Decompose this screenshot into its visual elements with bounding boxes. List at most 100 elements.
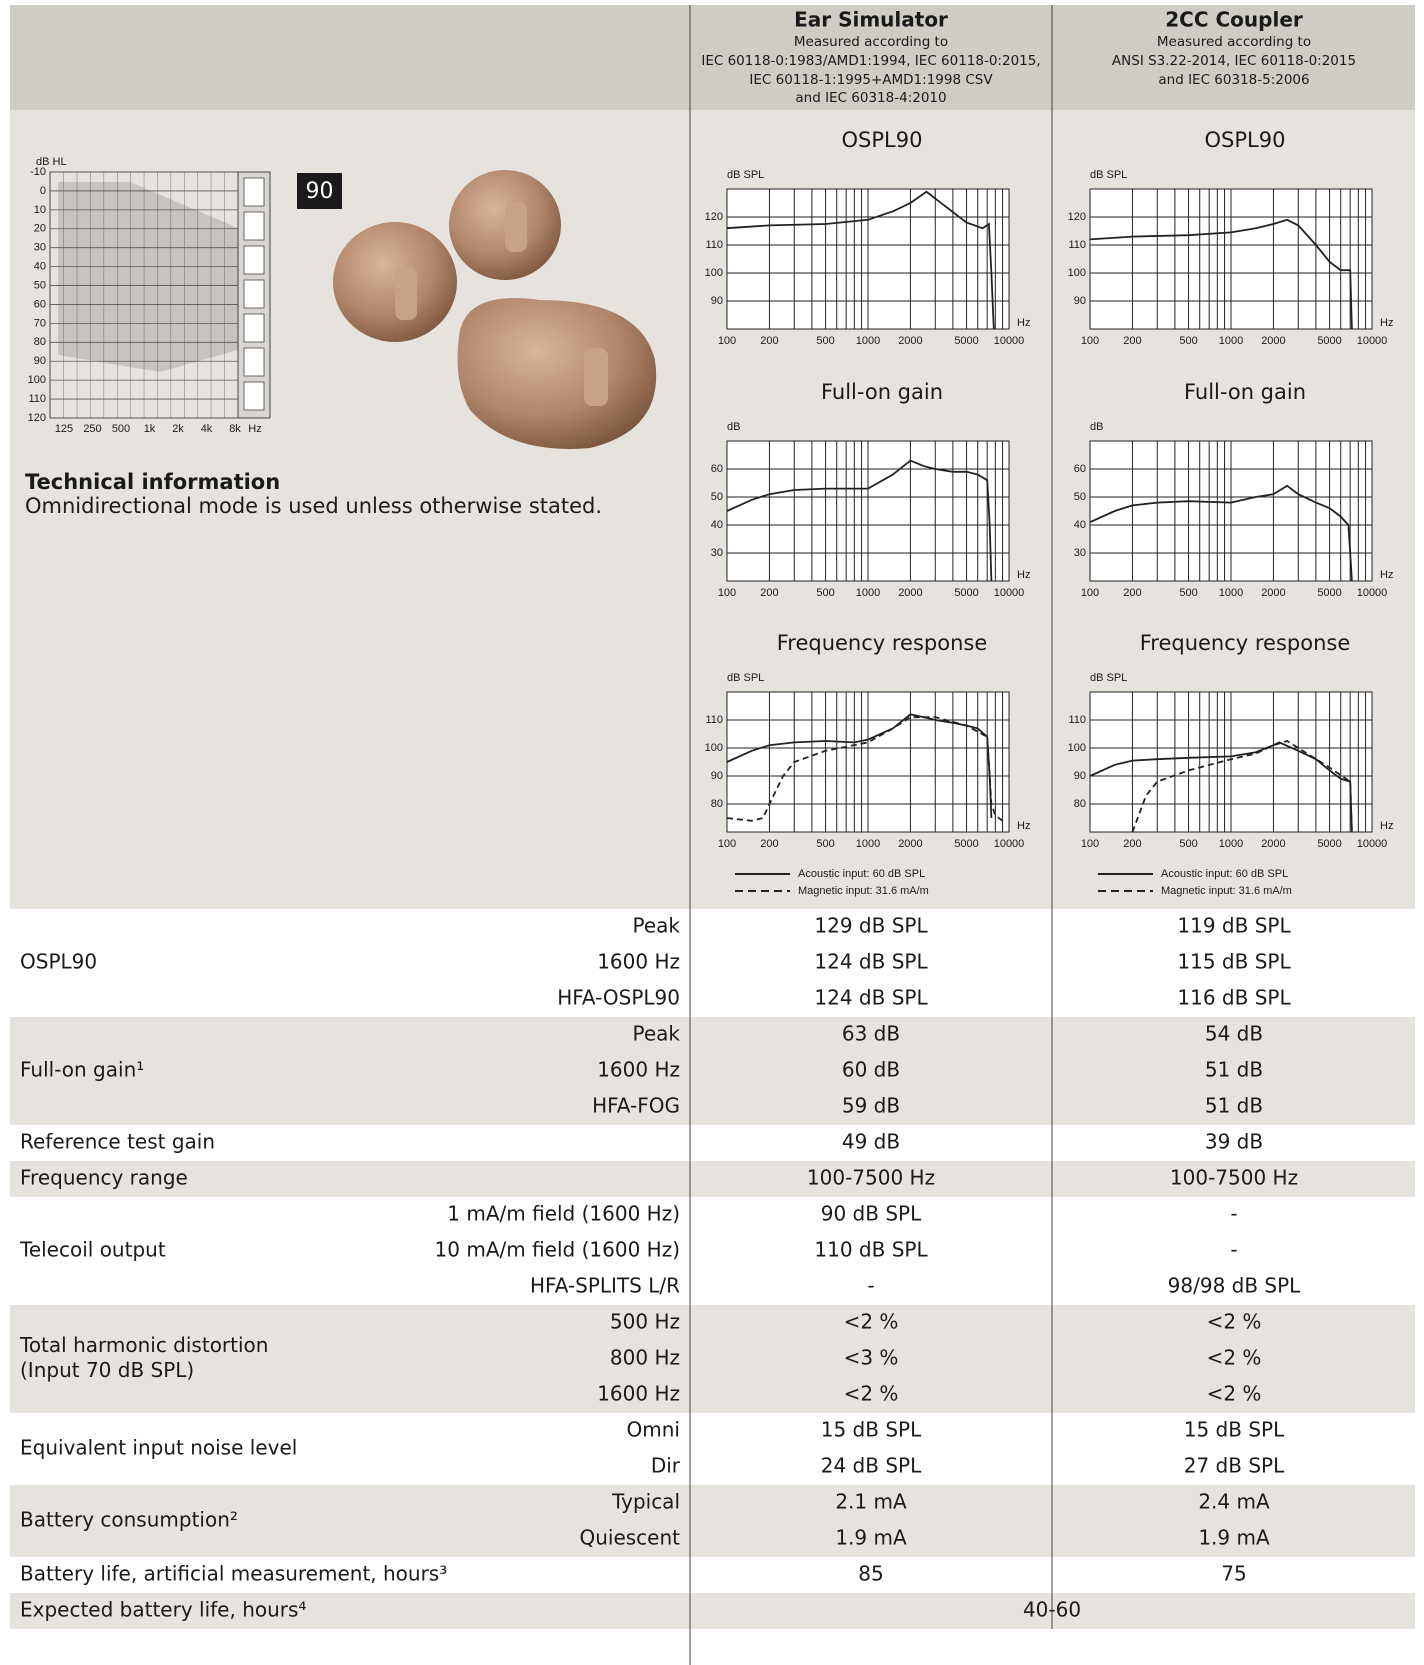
y-tick-label: 60	[711, 463, 723, 475]
badge: 90	[297, 173, 342, 209]
y-axis-label: dB	[727, 421, 740, 433]
cell: 75	[1221, 1562, 1246, 1586]
column-note: IEC 60118-0:1983/AMD1:1994, IEC 60118-0:…	[701, 53, 1040, 69]
y-tick-label: -10	[30, 166, 46, 178]
y-tick-label: 110	[705, 239, 723, 251]
x-tick-label: 10000	[1357, 587, 1388, 599]
row-sublabel: 500 Hz	[610, 1310, 680, 1334]
x-tick-label: 200	[1123, 587, 1141, 599]
cell: 124 dB SPL	[814, 950, 928, 974]
x-tick-label: 200	[1123, 335, 1141, 347]
column-note: ANSI S3.22-2014, IEC 60118-0:2015	[1112, 53, 1356, 69]
row-band	[10, 1161, 1415, 1197]
axis-unit: dB HL	[36, 156, 67, 168]
y-tick-label: 120	[28, 412, 46, 424]
x-axis-label: Hz	[1017, 317, 1030, 329]
cell: 100-7500 Hz	[807, 1166, 935, 1190]
row-label: Equivalent input noise level	[20, 1436, 297, 1460]
x-tick-label: 5000	[954, 838, 978, 850]
row-label: Frequency range	[20, 1166, 188, 1190]
y-tick-label: 90	[711, 295, 723, 307]
x-tick-label: 10000	[994, 587, 1025, 599]
y-tick-label: 70	[34, 317, 46, 329]
y-tick-label: 100	[705, 267, 723, 279]
x-tick-label: 100	[1081, 335, 1099, 347]
cell: 110 dB SPL	[814, 1238, 928, 1262]
x-tick-label: 200	[1123, 838, 1141, 850]
cell: 2.4 mA	[1198, 1490, 1270, 1514]
row-label: Full-on gain¹	[20, 1058, 144, 1082]
curve	[726, 716, 1004, 822]
cell: 124 dB SPL	[814, 986, 928, 1010]
cell: 115 dB SPL	[1177, 950, 1291, 974]
section-text: Omnidirectional mode is used unless othe…	[25, 494, 602, 518]
cell: 1.9 mA	[835, 1526, 907, 1550]
x-tick-label: 1000	[1219, 335, 1243, 347]
audiogram-grid	[49, 171, 239, 419]
row-sublabel: Omni	[627, 1418, 680, 1442]
row-sublabel: 1600 Hz	[597, 950, 680, 974]
y-tick-label: 40	[34, 261, 46, 273]
x-tick-label: 100	[718, 838, 736, 850]
x-tick-label: 100	[718, 335, 736, 347]
x-tick-label: 10000	[994, 838, 1025, 850]
y-tick-label: 90	[711, 770, 723, 782]
x-axis-label: Hz	[1380, 317, 1393, 329]
cell: <2 %	[1207, 1346, 1262, 1370]
cell: <2 %	[844, 1310, 899, 1334]
x-tick-label: 2000	[898, 335, 922, 347]
column-title: 2CC Coupler	[1165, 8, 1303, 32]
chart-title: OSPL90	[1205, 128, 1286, 152]
y-tick-label: 40	[711, 519, 723, 531]
y-tick-label: 120	[705, 211, 723, 223]
column-title: Ear Simulator	[794, 8, 948, 32]
y-axis-label: dB SPL	[727, 169, 764, 181]
y-tick-label: 100	[1068, 742, 1086, 754]
y-tick-label: 30	[711, 547, 723, 559]
x-tick-label: 2000	[898, 587, 922, 599]
x-tick-label: 10000	[994, 335, 1025, 347]
y-tick-label: 80	[34, 336, 46, 348]
y-axis-label: dB SPL	[1090, 672, 1127, 684]
cell: -	[867, 1274, 874, 1298]
x-tick-label: 500	[112, 423, 130, 435]
x-axis-label: Hz	[1380, 820, 1393, 832]
cell: <2 %	[1207, 1310, 1262, 1334]
header: Ear Simulator Measured according to IEC …	[701, 8, 1356, 107]
x-tick-label: 2000	[1261, 587, 1285, 599]
row-band	[10, 1305, 1415, 1413]
cell: 27 dB SPL	[1184, 1454, 1285, 1478]
row-label: Total harmonic distortion	[19, 1333, 268, 1357]
header-band	[10, 5, 1415, 110]
y-tick-label: 40	[1074, 519, 1086, 531]
row-label: OSPL90	[20, 950, 97, 974]
x-tick-label: 1000	[856, 335, 880, 347]
cell: 100-7500 Hz	[1170, 1166, 1298, 1190]
cell: 2.1 mA	[835, 1490, 907, 1514]
x-tick-label: 5000	[1317, 838, 1341, 850]
x-axis-label: Hz	[1017, 569, 1030, 581]
column-note: Measured according to	[794, 34, 948, 50]
x-tick-label: 5000	[1317, 335, 1341, 347]
legend-label: Acoustic input: 60 dB SPL	[1161, 868, 1288, 880]
y-tick-label: 30	[1074, 547, 1086, 559]
x-tick-label: 1000	[1219, 838, 1243, 850]
curve	[726, 190, 995, 330]
x-tick-label: 5000	[954, 587, 978, 599]
row-sublabel: 1 mA/m field (1600 Hz)	[447, 1202, 680, 1226]
cell: -	[1230, 1202, 1237, 1226]
curve	[1089, 218, 1353, 330]
cell: 90 dB SPL	[821, 1202, 922, 1226]
x-tick-label: 10000	[1357, 838, 1388, 850]
legend-label: Magnetic input: 31.6 mA/m	[798, 885, 929, 897]
y-axis-label: dB SPL	[727, 672, 764, 684]
cell: 54 dB	[1205, 1022, 1263, 1046]
y-tick-label: 50	[34, 279, 46, 291]
axis-unit: Hz	[248, 423, 261, 435]
x-tick-label: 2000	[1261, 838, 1285, 850]
curve	[1131, 740, 1353, 833]
x-tick-label: 100	[1081, 838, 1099, 850]
row-label: (Input 70 dB SPL)	[20, 1358, 194, 1382]
row-sublabel: 10 mA/m field (1600 Hz)	[435, 1238, 680, 1262]
